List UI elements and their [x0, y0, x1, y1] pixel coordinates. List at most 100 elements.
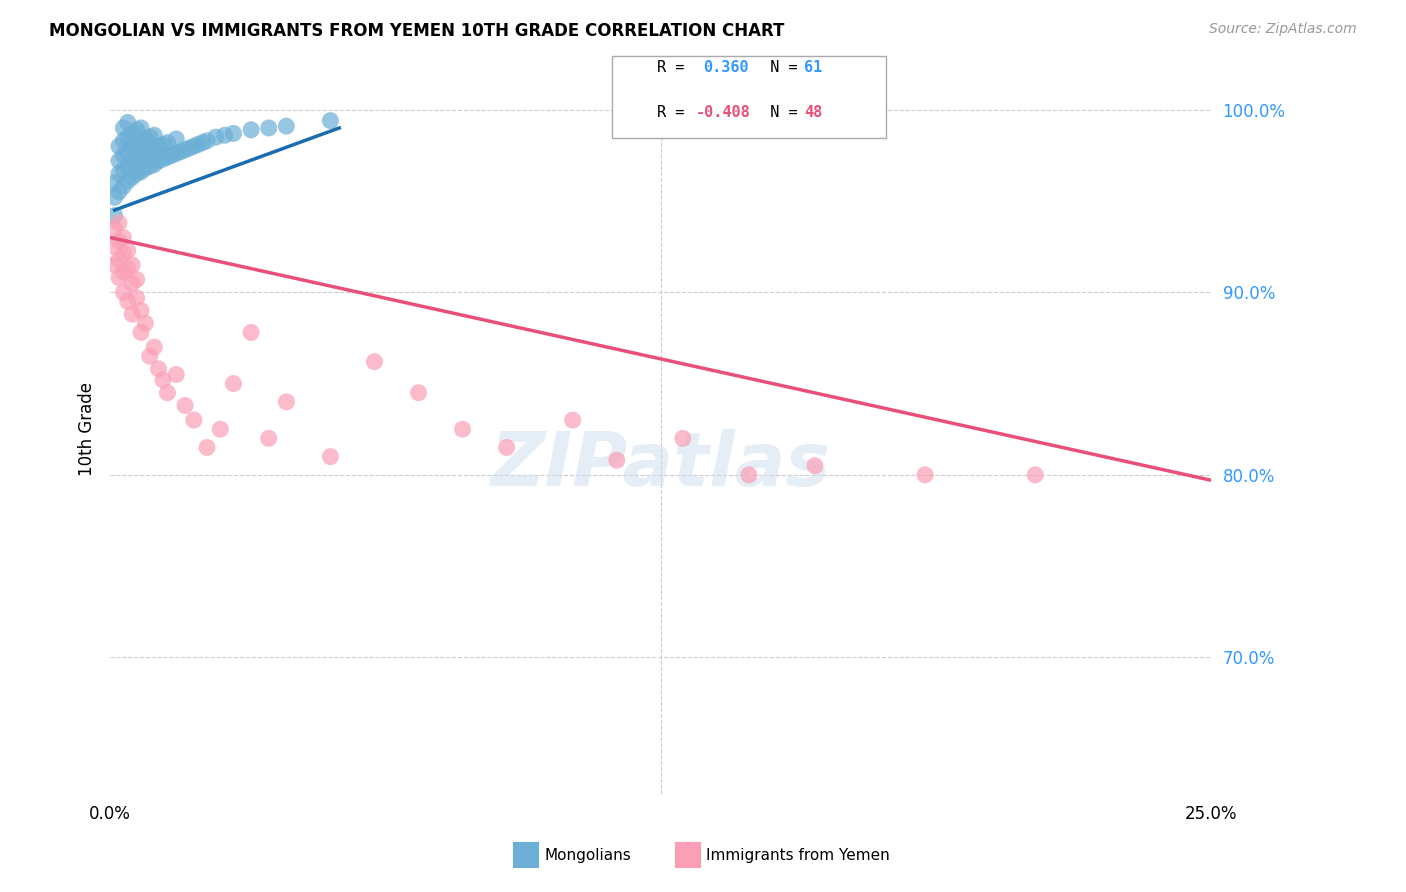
Point [143, 143, 166, 157]
Point [174, 143, 197, 157]
Point [195, 134, 218, 148]
Point [205, 130, 228, 145]
Point [451, 422, 474, 436]
Point [804, 458, 827, 473]
Point [179, 141, 201, 155]
Point [1024, 467, 1046, 482]
Point [112, 247, 135, 261]
Point [112, 265, 135, 279]
Point [165, 132, 187, 146]
Point [108, 270, 131, 285]
Point [117, 145, 139, 159]
Point [606, 453, 628, 467]
Point [121, 141, 143, 155]
Point [165, 368, 187, 382]
Point [139, 159, 162, 173]
Point [134, 161, 156, 175]
Text: 0.360: 0.360 [703, 61, 748, 75]
Point [319, 113, 342, 128]
Point [112, 134, 135, 148]
Text: N =: N = [752, 61, 815, 75]
Point [257, 431, 280, 445]
Point [165, 146, 187, 161]
Point [222, 376, 245, 391]
Point [108, 252, 131, 267]
Point [121, 276, 143, 290]
Text: N =: N = [752, 105, 815, 120]
Point [103, 258, 125, 272]
Point [108, 185, 131, 199]
Point [240, 326, 263, 340]
Point [152, 137, 174, 152]
Point [117, 174, 139, 188]
Point [319, 450, 342, 464]
Text: -0.408: -0.408 [696, 105, 751, 120]
Point [195, 441, 218, 455]
Point [156, 136, 179, 150]
Text: 61: 61 [804, 61, 823, 75]
Point [112, 120, 135, 135]
Text: Mongolians: Mongolians [544, 848, 631, 863]
Point [257, 120, 280, 135]
Point [152, 373, 174, 387]
Point [112, 285, 135, 300]
Point [148, 153, 170, 168]
Text: Source: ZipAtlas.com: Source: ZipAtlas.com [1209, 22, 1357, 37]
Point [108, 139, 131, 153]
Point [738, 467, 761, 482]
Point [125, 137, 148, 152]
Point [187, 137, 209, 152]
Point [183, 413, 205, 427]
Point [108, 216, 131, 230]
Point [143, 340, 166, 354]
Point [125, 152, 148, 166]
Point [125, 291, 148, 305]
Point [129, 150, 152, 164]
Text: Immigrants from Yemen: Immigrants from Yemen [706, 848, 890, 863]
Point [129, 303, 152, 318]
Point [363, 354, 385, 368]
Point [160, 148, 183, 162]
Point [103, 176, 125, 190]
Point [134, 146, 156, 161]
Point [125, 167, 148, 181]
Point [143, 128, 166, 143]
Point [139, 130, 162, 145]
Point [276, 119, 298, 133]
Point [121, 170, 143, 185]
Point [408, 385, 430, 400]
Point [108, 153, 131, 168]
Point [121, 258, 143, 272]
Point [209, 422, 232, 436]
Point [125, 123, 148, 137]
Point [121, 307, 143, 321]
Point [117, 244, 139, 258]
Point [103, 239, 125, 253]
Point [495, 441, 517, 455]
Point [112, 230, 135, 244]
Point [156, 385, 179, 400]
Point [103, 209, 125, 223]
Point [117, 130, 139, 145]
Point [117, 294, 139, 309]
Text: R =: R = [657, 105, 693, 120]
Point [148, 362, 170, 376]
Point [129, 165, 152, 179]
Y-axis label: 10th Grade: 10th Grade [79, 382, 96, 476]
Point [129, 120, 152, 135]
Point [103, 190, 125, 204]
Point [156, 150, 179, 164]
Point [108, 234, 131, 248]
Point [117, 115, 139, 129]
Point [561, 413, 583, 427]
Point [134, 132, 156, 146]
Point [183, 139, 205, 153]
Point [112, 148, 135, 162]
Point [117, 159, 139, 173]
Point [134, 316, 156, 330]
Point [191, 136, 214, 150]
Point [672, 431, 695, 445]
Point [276, 394, 298, 409]
Point [121, 155, 143, 169]
Point [121, 127, 143, 141]
